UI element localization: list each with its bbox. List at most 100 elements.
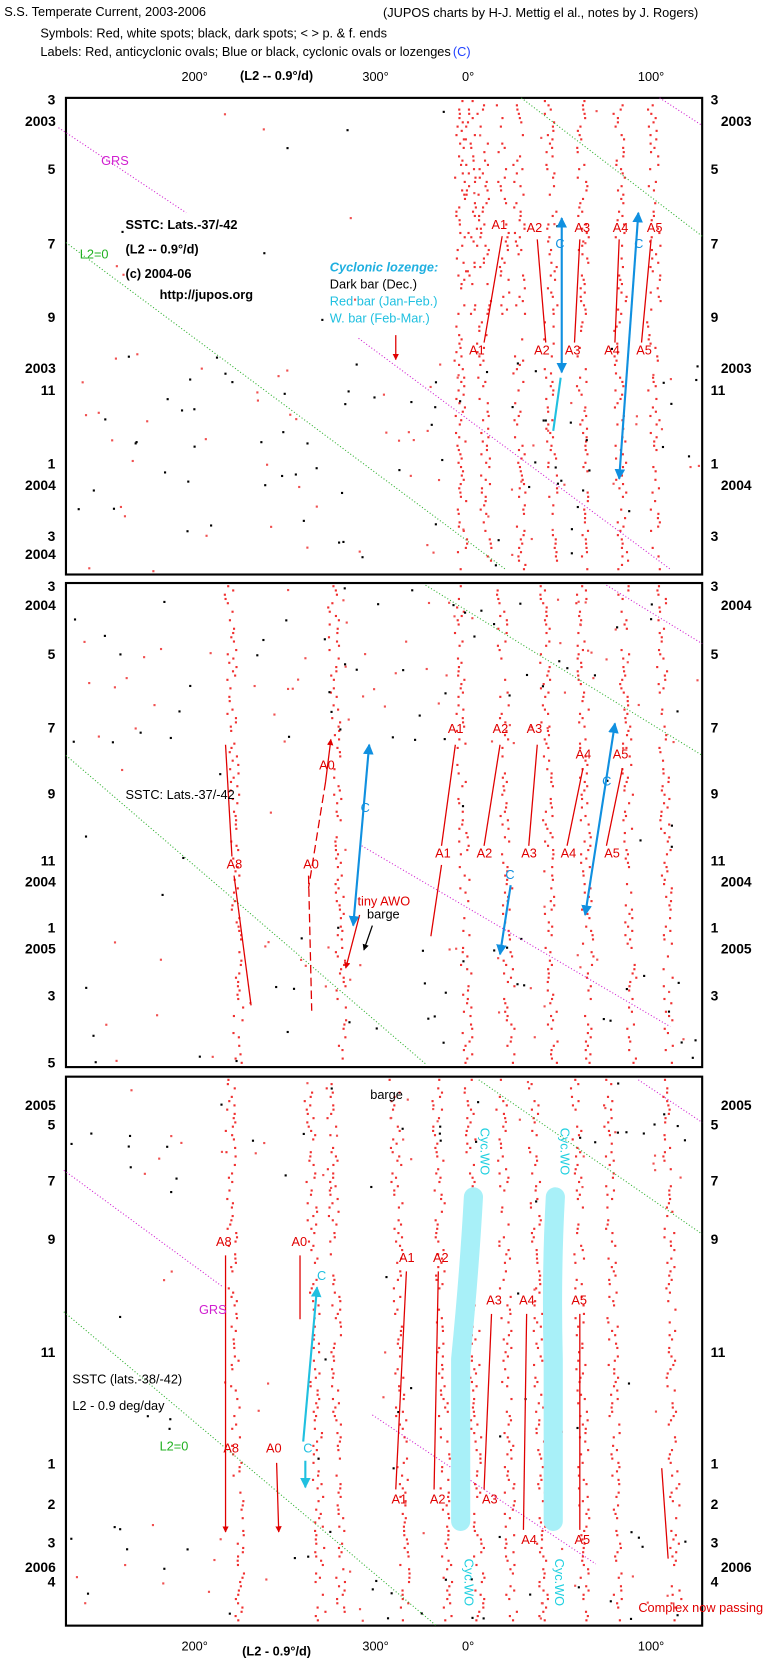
observation-dot [317,1470,320,1473]
observation-dot [479,1453,482,1456]
observation-dot [550,772,553,775]
observation-dot [398,1155,401,1158]
observation-dot [550,776,553,779]
observation-dot [614,1131,617,1134]
observation-dot [408,1572,411,1575]
observation-dot [327,606,330,609]
observation-dot [463,385,466,388]
observation-dot [497,627,500,630]
note: SSTC (lats.-38/-42) [72,1371,182,1386]
observation-dot [347,718,350,721]
observation-dot [625,734,629,737]
observation-dot [621,495,625,498]
observation-dot [437,1253,440,1256]
observation-dot [518,363,521,366]
observation-dot [513,1483,516,1486]
observation-dot [490,546,493,549]
observation-dot [472,159,475,162]
observation-dot [607,1121,610,1124]
observation-dot [342,540,345,543]
observation-dot [666,1385,669,1388]
cyclonic-bar [451,1187,484,1531]
observation-dot [668,904,671,907]
observation-dot [631,929,634,932]
observation-dot [438,1180,441,1184]
observation-dot [399,1329,402,1333]
observation-dot [548,678,552,681]
observation-dot [461,172,464,175]
observation-dot [335,593,338,596]
observation-dot [574,1078,577,1081]
observation-dot [628,755,631,758]
observation-dot [500,712,503,715]
observation-dot [551,814,554,818]
observation-dot [477,193,480,196]
observation-dot [232,1117,235,1120]
observation-dot [466,270,469,273]
observation-dot [555,474,558,477]
observation-dot [517,112,520,115]
observation-dot [342,1027,345,1030]
observation-dot [326,1168,329,1171]
note: C [555,236,564,251]
observation-dot [439,1427,442,1430]
right-tick-label: 2004 [721,477,752,493]
observation-dot [331,1219,334,1222]
observation-dot [473,214,476,218]
observation-dot [320,1483,323,1486]
observation-dot [501,257,504,260]
observation-dot [503,789,506,792]
observation-dot [486,402,489,405]
observation-dot [574,1317,577,1320]
observation-dot [461,159,464,162]
observation-dot [320,1436,323,1439]
observation-dot [344,663,347,666]
observation-dot [612,1508,615,1511]
observation-dot [503,836,507,839]
observation-dot [503,261,506,264]
observation-dot [619,1542,622,1545]
observation-dot [560,479,563,482]
observation-dot [655,138,658,141]
observation-dot [335,1576,338,1579]
observation-dot [581,1461,584,1464]
observation-dot [228,700,231,703]
observation-dot [398,1244,402,1247]
observation-dot [340,491,344,495]
observation-dot [219,773,222,776]
observation-dot [511,406,514,409]
observation-dot [337,1449,340,1452]
observation-dot [584,1363,587,1367]
observation-dot [617,1082,620,1085]
observation-dot [549,802,552,805]
observation-dot [575,1368,578,1371]
observation-dot [97,735,100,738]
observation-dot [405,1457,409,1460]
observation-dot [236,1397,239,1401]
observation-dot [509,1295,512,1298]
observation-dot [658,606,661,609]
observation-dot [446,1440,449,1443]
observation-dot [468,1172,472,1175]
observation-dot [543,112,546,115]
observation-dot [334,1406,337,1409]
observation-dot [674,1440,677,1443]
observation-dot [506,236,509,239]
observation-dot [553,172,556,175]
observation-dot [507,278,510,281]
observation-dot [402,1397,405,1401]
observation-dot [663,878,666,881]
observation-dot [610,1151,613,1154]
observation-dot [624,934,627,937]
observation-dot [547,929,550,932]
observation-dot [503,810,506,813]
observation-dot [455,712,458,715]
observation-dot [475,1140,478,1143]
observation-dot [652,376,655,379]
observation-dot [631,997,634,1001]
observation-dot [468,878,471,881]
observation-dot [657,487,660,490]
observation-dot [186,1548,189,1551]
reference-line [606,584,703,645]
observation-dot [393,1095,396,1098]
